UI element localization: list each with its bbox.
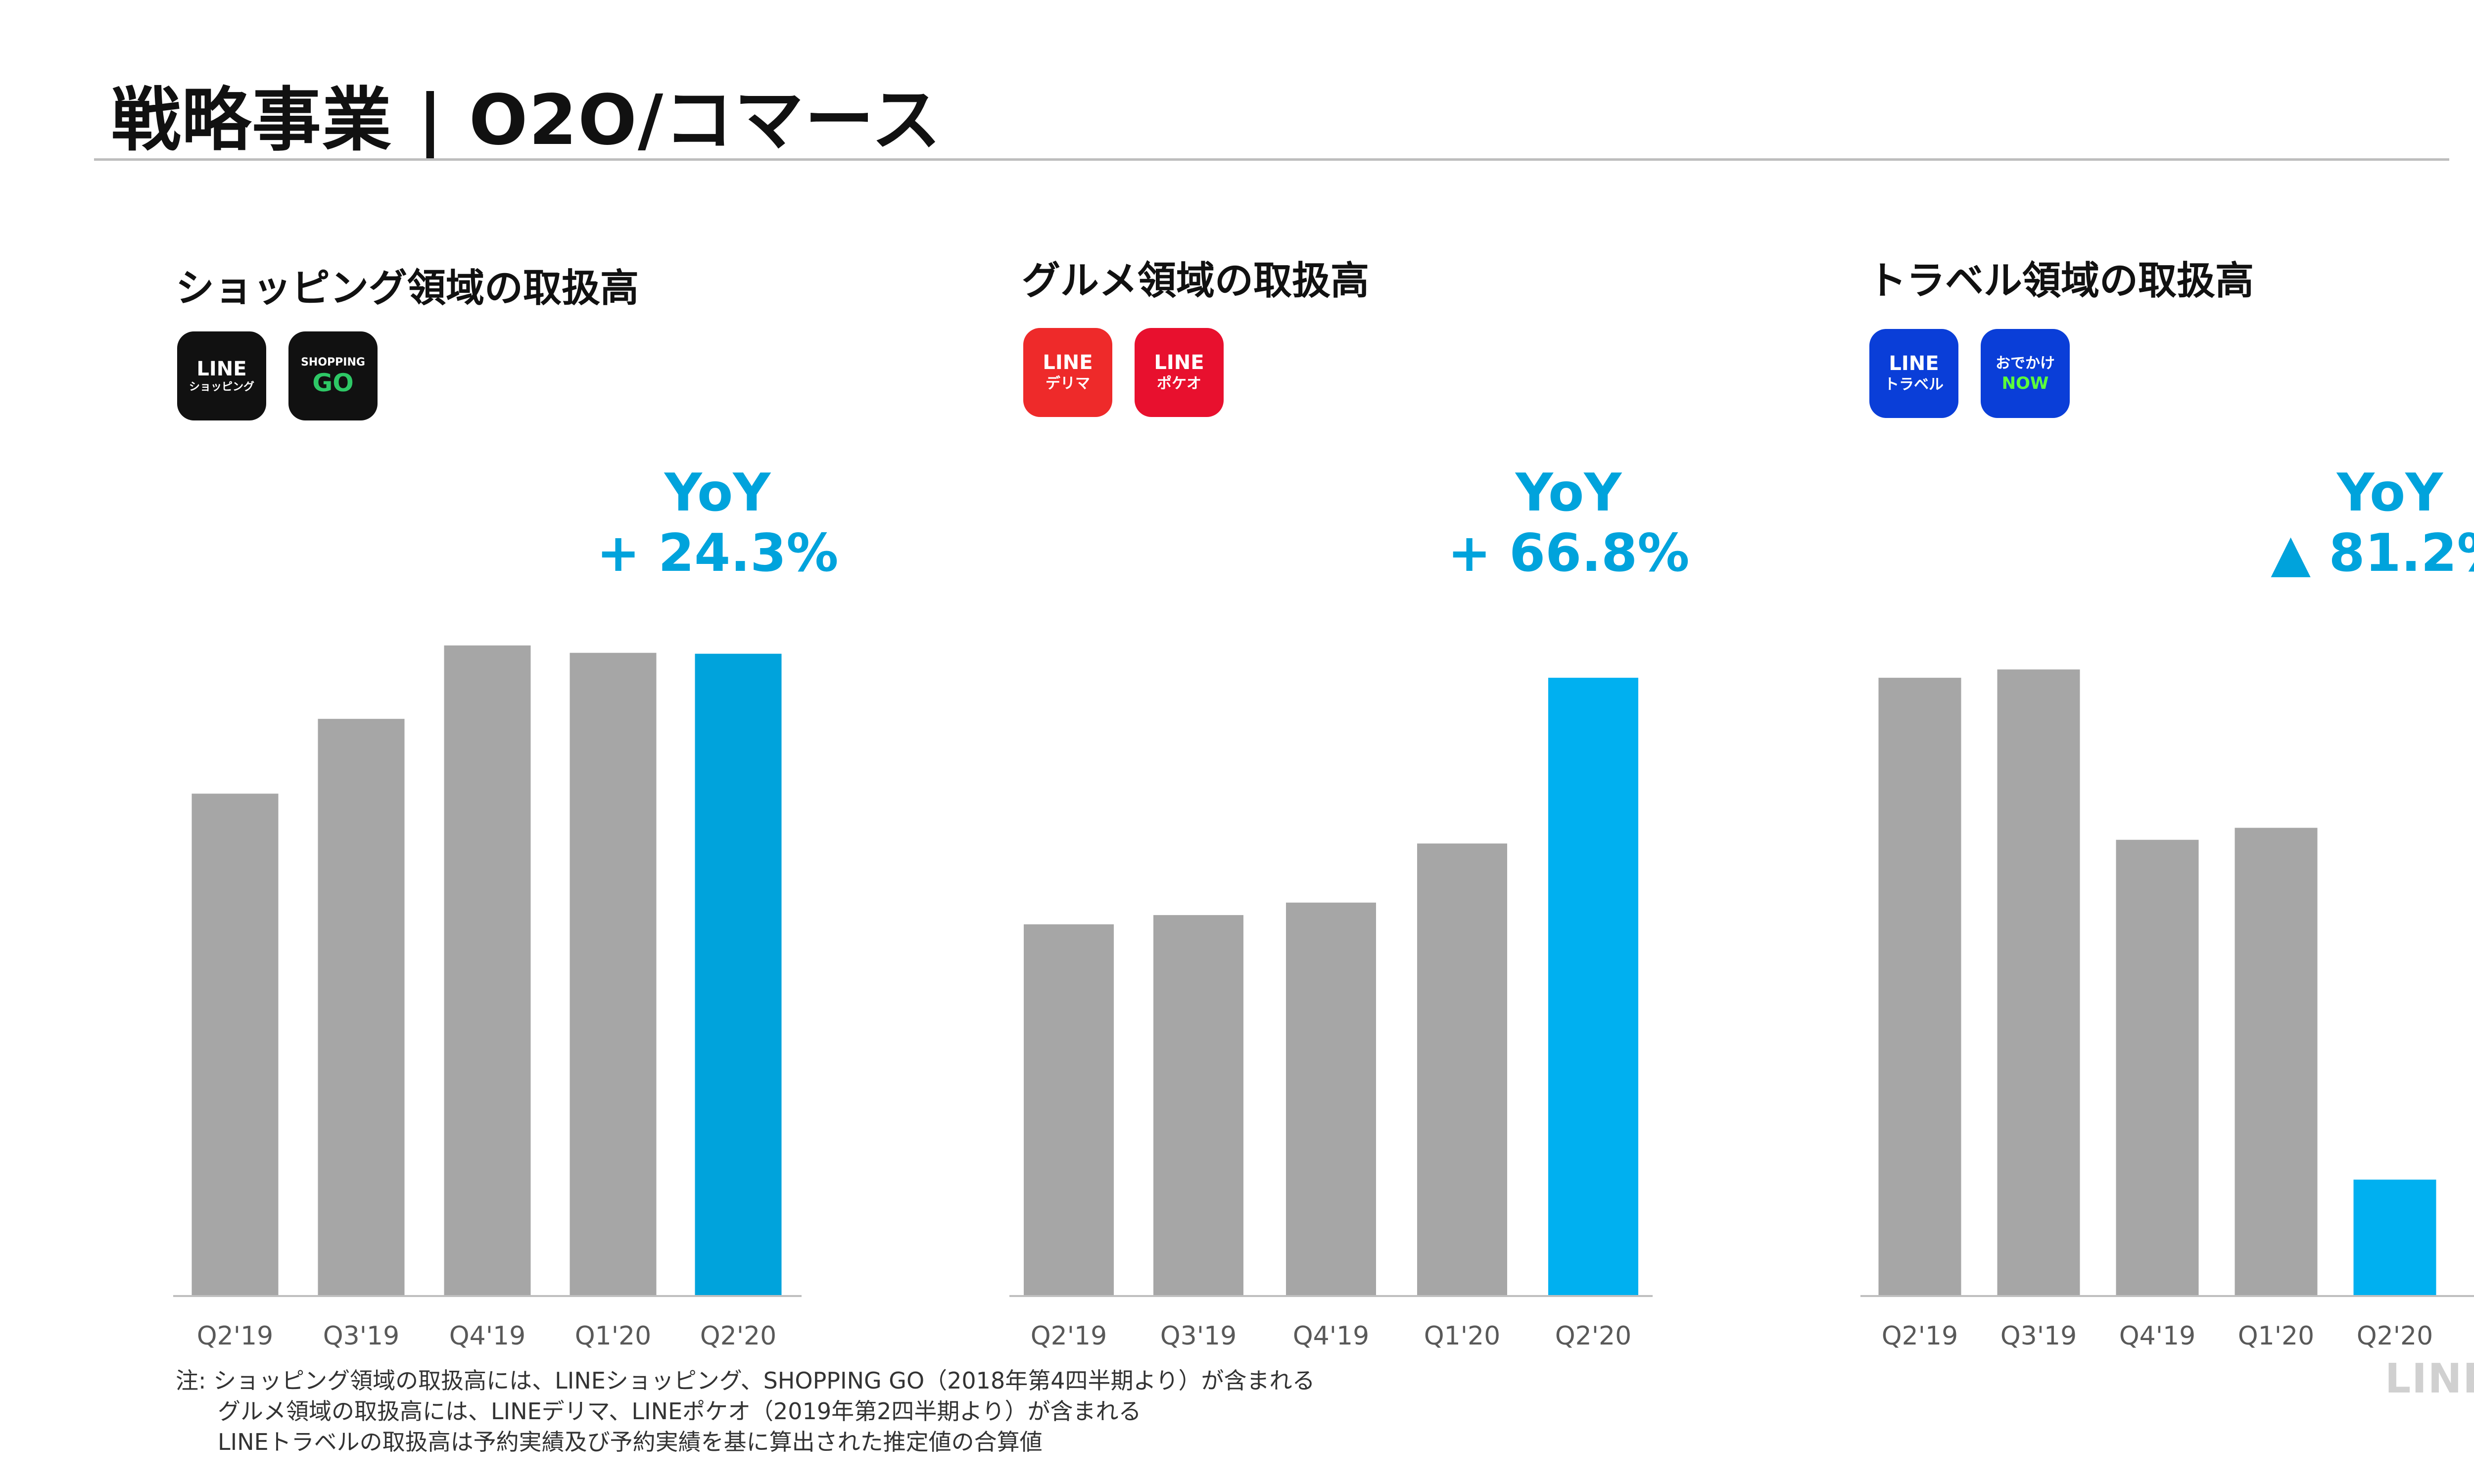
shopping-heading: ショッピング領域の取扱高: [176, 266, 639, 311]
travel-x-tick-label: Q1'20: [2238, 1321, 2314, 1351]
line-delima-icon: LINE デリマ: [1023, 328, 1112, 417]
travel-bar-2: [2116, 839, 2199, 1295]
yoy-value: ▲ 81.2%: [2271, 523, 2474, 583]
shopping-bar-4: [695, 653, 782, 1295]
shopping-x-tick-label: Q2'19: [197, 1321, 273, 1351]
shopping-bar-1: [318, 719, 405, 1295]
travel-x-tick-label: Q2'20: [2357, 1321, 2433, 1351]
shopping-x-tick-label: Q2'20: [700, 1321, 776, 1351]
gourmet-heading: グルメ領域の取扱高: [1022, 259, 1370, 303]
title-divider: [94, 158, 2449, 161]
travel-x-tick-label: Q2'19: [1882, 1321, 1958, 1351]
travel-yoy: YoY ▲ 81.2%: [2246, 463, 2474, 583]
shopping-x-tick-label: Q4'19: [449, 1321, 525, 1351]
shopping-bar-2: [444, 645, 531, 1295]
travel-x-tick-label: Q4'19: [2119, 1321, 2195, 1351]
footnote-line-3: LINEトラベルの取扱高は予約実績及び予約実績を基に算出された推定値の合算値: [218, 1429, 1043, 1455]
gourmet-bar-4: [1548, 678, 1638, 1295]
gourmet-x-tick-label: Q3'19: [1160, 1321, 1237, 1351]
gourmet-bar-2: [1286, 902, 1376, 1295]
travel-bar-1: [1997, 669, 2080, 1295]
footnotes: 注: ショッピング領域の取扱高には、LINEショッピング、SHOPPING GO…: [176, 1365, 1315, 1457]
yoy-label: YoY: [1515, 463, 1622, 523]
travel-bar-0: [1878, 678, 1961, 1295]
odekake-now-icon: おでかけ NOW: [1981, 329, 2070, 418]
travel-heading: トラベル領域の取扱高: [1868, 259, 2254, 303]
footnote-line-2: グルメ領域の取扱高には、LINEデリマ、LINEポケオ（2019年第2四半期より…: [218, 1398, 1142, 1425]
shopping-x-tick-label: Q1'20: [575, 1321, 651, 1351]
travel-x-tick-label: Q3'19: [2000, 1321, 2077, 1351]
footnote-line-1: 注: ショッピング領域の取扱高には、LINEショッピング、SHOPPING GO…: [176, 1367, 1315, 1394]
line-shopping-icon: LINE ショッピング: [177, 331, 266, 420]
travel-bar-4: [2353, 1179, 2436, 1295]
gourmet-x-tick-label: Q2'19: [1031, 1321, 1107, 1351]
yoy-label: YoY: [664, 463, 771, 523]
gourmet-x-tick-label: Q2'20: [1555, 1321, 1631, 1351]
gourmet-x-tick-label: Q1'20: [1424, 1321, 1500, 1351]
yoy-value: + 24.3%: [596, 523, 839, 583]
gourmet-chart: Q2'19 Q3'19 Q4'19 Q1'20 Q2'20: [1009, 678, 1653, 1351]
travel-bar-3: [2235, 828, 2318, 1295]
gourmet-x-tick-label: Q4'19: [1293, 1321, 1369, 1351]
shopping-x-tick-label: Q3'19: [323, 1321, 399, 1351]
yoy-label: YoY: [2336, 463, 2443, 523]
yoy-value: + 66.8%: [1447, 523, 1690, 583]
travel-chart: Q2'19 Q3'19 Q4'19 Q1'20 Q2'20: [1860, 669, 2474, 1351]
gourmet-yoy: YoY + 66.8%: [1425, 463, 1712, 583]
gourmet-bar-1: [1153, 915, 1243, 1295]
line-logo: LINE: [2385, 1355, 2474, 1402]
line-pocket-order-icon: LINE ポケオ: [1135, 328, 1224, 417]
shopping-go-icon: SHOPPING GO: [288, 331, 378, 420]
gourmet-bar-0: [1024, 924, 1114, 1295]
page-title: 戦略事業 | O2O/コマース: [111, 80, 942, 161]
shopping-chart: Q2'19 Q3'19 Q4'19 Q1'20 Q2'20: [173, 645, 802, 1351]
gourmet-bar-3: [1417, 843, 1507, 1295]
shopping-yoy: YoY + 24.3%: [574, 463, 861, 583]
line-travel-icon: LINE トラベル: [1869, 329, 1958, 418]
shopping-bar-3: [570, 652, 657, 1295]
shopping-bar-0: [191, 793, 279, 1295]
